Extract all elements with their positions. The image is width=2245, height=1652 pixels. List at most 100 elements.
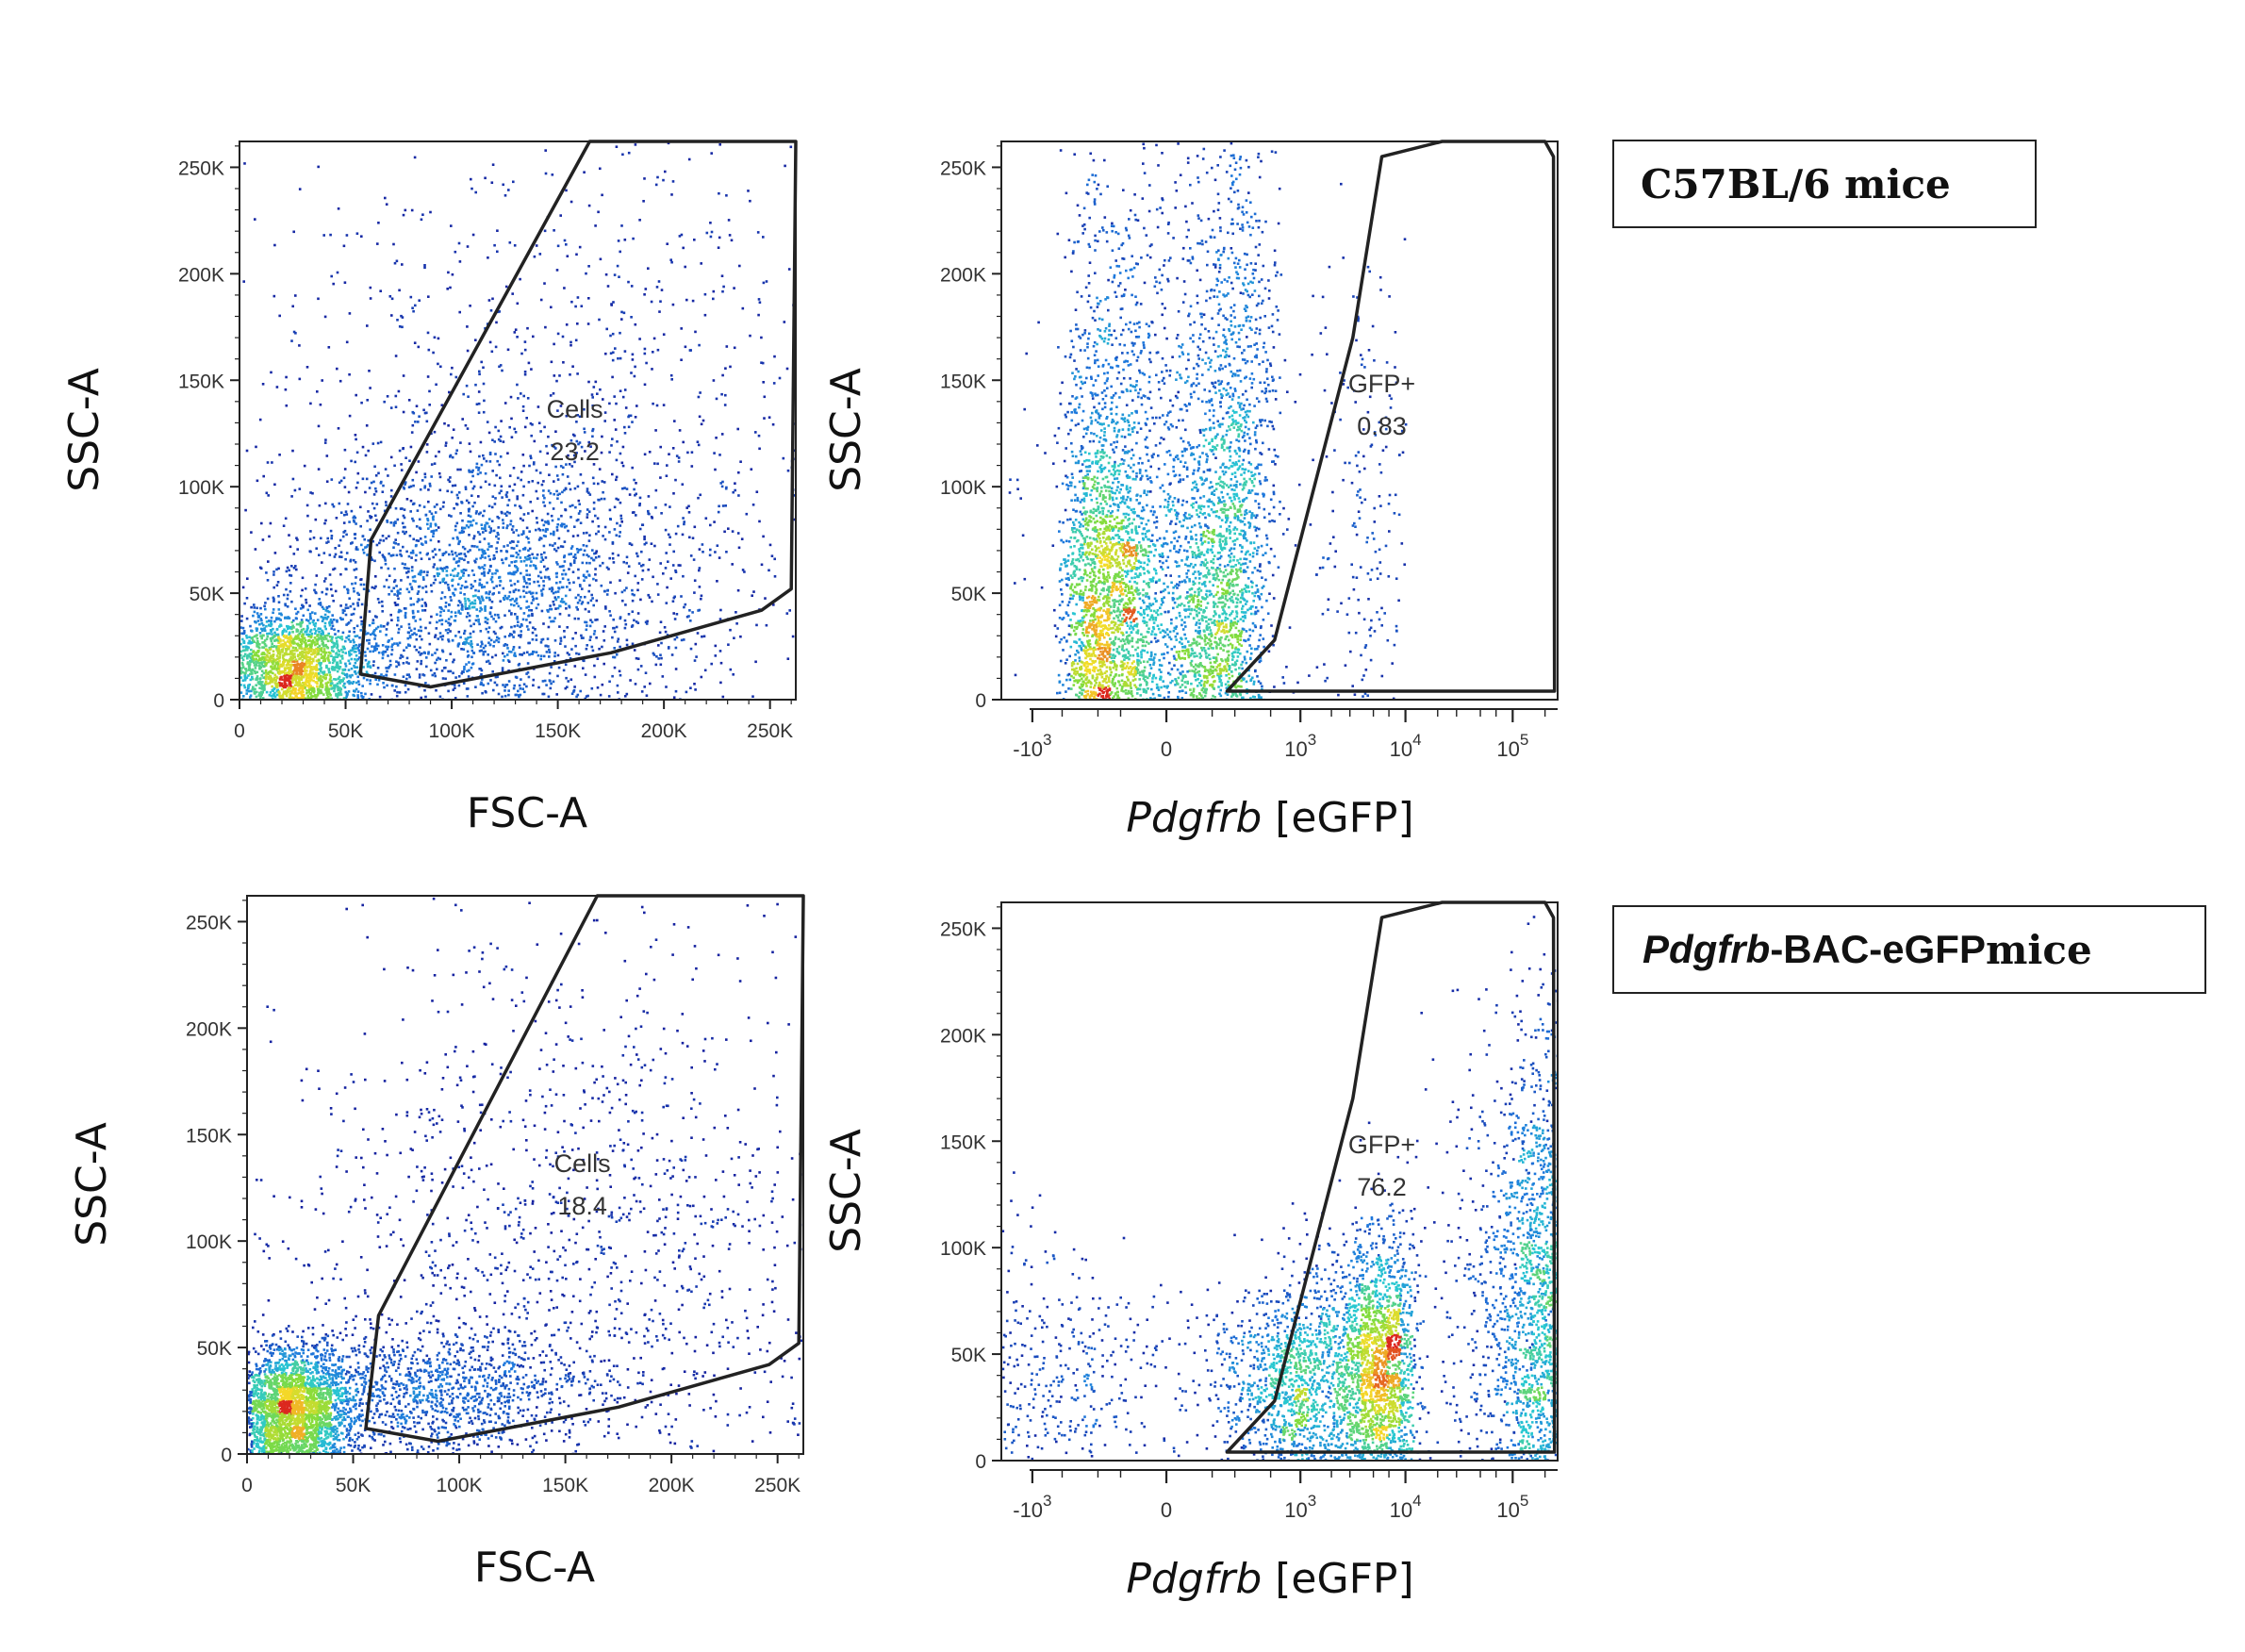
data-point xyxy=(531,423,534,426)
data-point xyxy=(377,222,380,224)
data-point xyxy=(503,694,507,698)
data-point xyxy=(516,336,519,339)
data-point xyxy=(337,685,339,688)
data-point xyxy=(343,281,347,284)
data-point xyxy=(490,600,494,603)
data-point xyxy=(549,604,552,607)
data-point xyxy=(528,582,531,586)
data-point xyxy=(277,567,280,570)
data-point xyxy=(582,636,585,639)
data-point xyxy=(433,505,437,508)
data-point xyxy=(415,553,418,557)
data-point xyxy=(498,365,501,369)
data-point xyxy=(326,616,330,619)
data-point xyxy=(468,534,470,537)
gate-name: Cells xyxy=(547,395,603,423)
data-point xyxy=(465,524,469,527)
data-point xyxy=(659,476,662,479)
data-point xyxy=(353,569,356,571)
data-point xyxy=(718,143,721,146)
data-point xyxy=(388,665,391,669)
data-point xyxy=(359,578,362,582)
data-point xyxy=(535,556,538,560)
data-point xyxy=(535,244,538,247)
data-point xyxy=(510,625,513,629)
data-point xyxy=(299,666,302,669)
data-point xyxy=(289,644,292,647)
data-point xyxy=(408,644,411,648)
data-point xyxy=(285,667,289,669)
data-point xyxy=(565,676,568,680)
data-point xyxy=(279,682,282,686)
data-point xyxy=(511,572,514,576)
data-point xyxy=(316,694,320,697)
data-point xyxy=(544,556,548,559)
data-point xyxy=(411,611,415,615)
data-point xyxy=(591,427,595,431)
data-point xyxy=(290,696,294,700)
data-point xyxy=(308,658,311,662)
data-point xyxy=(498,463,501,467)
data-point xyxy=(390,637,393,640)
data-point xyxy=(246,661,250,664)
data-point xyxy=(572,454,576,457)
data-point xyxy=(415,538,419,542)
data-point xyxy=(472,537,475,540)
data-point xyxy=(394,394,398,398)
data-point xyxy=(380,673,383,676)
data-point xyxy=(247,674,250,677)
data-point xyxy=(341,657,344,660)
data-point xyxy=(542,654,546,658)
data-point xyxy=(432,566,436,569)
data-point xyxy=(239,669,243,672)
data-point xyxy=(343,682,346,686)
data-point xyxy=(360,622,363,626)
data-point xyxy=(303,656,305,660)
data-point xyxy=(291,664,294,667)
data-point xyxy=(383,585,386,588)
data-point xyxy=(245,689,249,692)
data-point xyxy=(276,647,280,651)
data-point xyxy=(523,580,526,583)
data-point xyxy=(258,662,261,665)
data-point xyxy=(395,642,399,645)
data-point xyxy=(423,266,426,270)
data-point xyxy=(329,680,333,684)
data-point xyxy=(451,455,454,459)
data-point xyxy=(245,676,249,680)
data-point xyxy=(546,637,550,640)
data-point xyxy=(499,476,502,480)
data-point xyxy=(473,580,477,583)
data-point xyxy=(487,618,489,621)
data-point xyxy=(329,676,333,679)
data-point xyxy=(269,675,272,678)
data-point xyxy=(272,650,275,653)
data-point xyxy=(559,545,563,548)
data-point xyxy=(323,625,326,628)
data-point xyxy=(251,675,254,679)
data-point xyxy=(1092,652,1096,654)
data-point xyxy=(693,579,697,582)
data-point xyxy=(348,674,352,677)
data-point xyxy=(324,609,328,612)
data-point xyxy=(508,541,512,544)
data-point xyxy=(440,622,444,626)
data-point xyxy=(675,454,679,457)
data-point xyxy=(460,648,463,651)
data-point xyxy=(328,610,331,614)
data-point xyxy=(339,693,343,696)
data-point xyxy=(624,406,628,409)
data-point xyxy=(530,592,533,595)
data-point xyxy=(569,657,572,660)
data-point xyxy=(567,578,570,582)
data-point xyxy=(691,611,694,614)
data-point xyxy=(666,634,669,636)
x-tick-label: 200K xyxy=(641,720,687,742)
data-point xyxy=(446,288,449,290)
data-point xyxy=(295,617,298,620)
data-point xyxy=(521,454,525,456)
data-point xyxy=(262,623,265,627)
data-point xyxy=(571,570,575,573)
data-point xyxy=(636,552,638,555)
data-point xyxy=(324,577,327,580)
